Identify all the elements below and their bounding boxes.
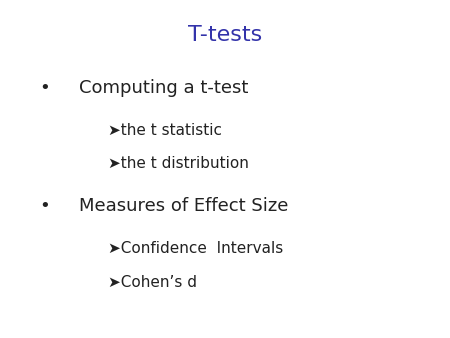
Text: ➤Confidence  Intervals: ➤Confidence Intervals [108,241,283,256]
Text: ➤Cohen’s d: ➤Cohen’s d [108,275,197,290]
Text: Computing a t-test: Computing a t-test [79,79,248,97]
Text: •: • [40,79,50,97]
Text: Measures of Effect Size: Measures of Effect Size [79,197,288,215]
Text: T-tests: T-tests [188,25,262,46]
Text: •: • [40,197,50,215]
Text: ➤the t distribution: ➤the t distribution [108,156,249,171]
Text: ➤the t statistic: ➤the t statistic [108,123,222,138]
